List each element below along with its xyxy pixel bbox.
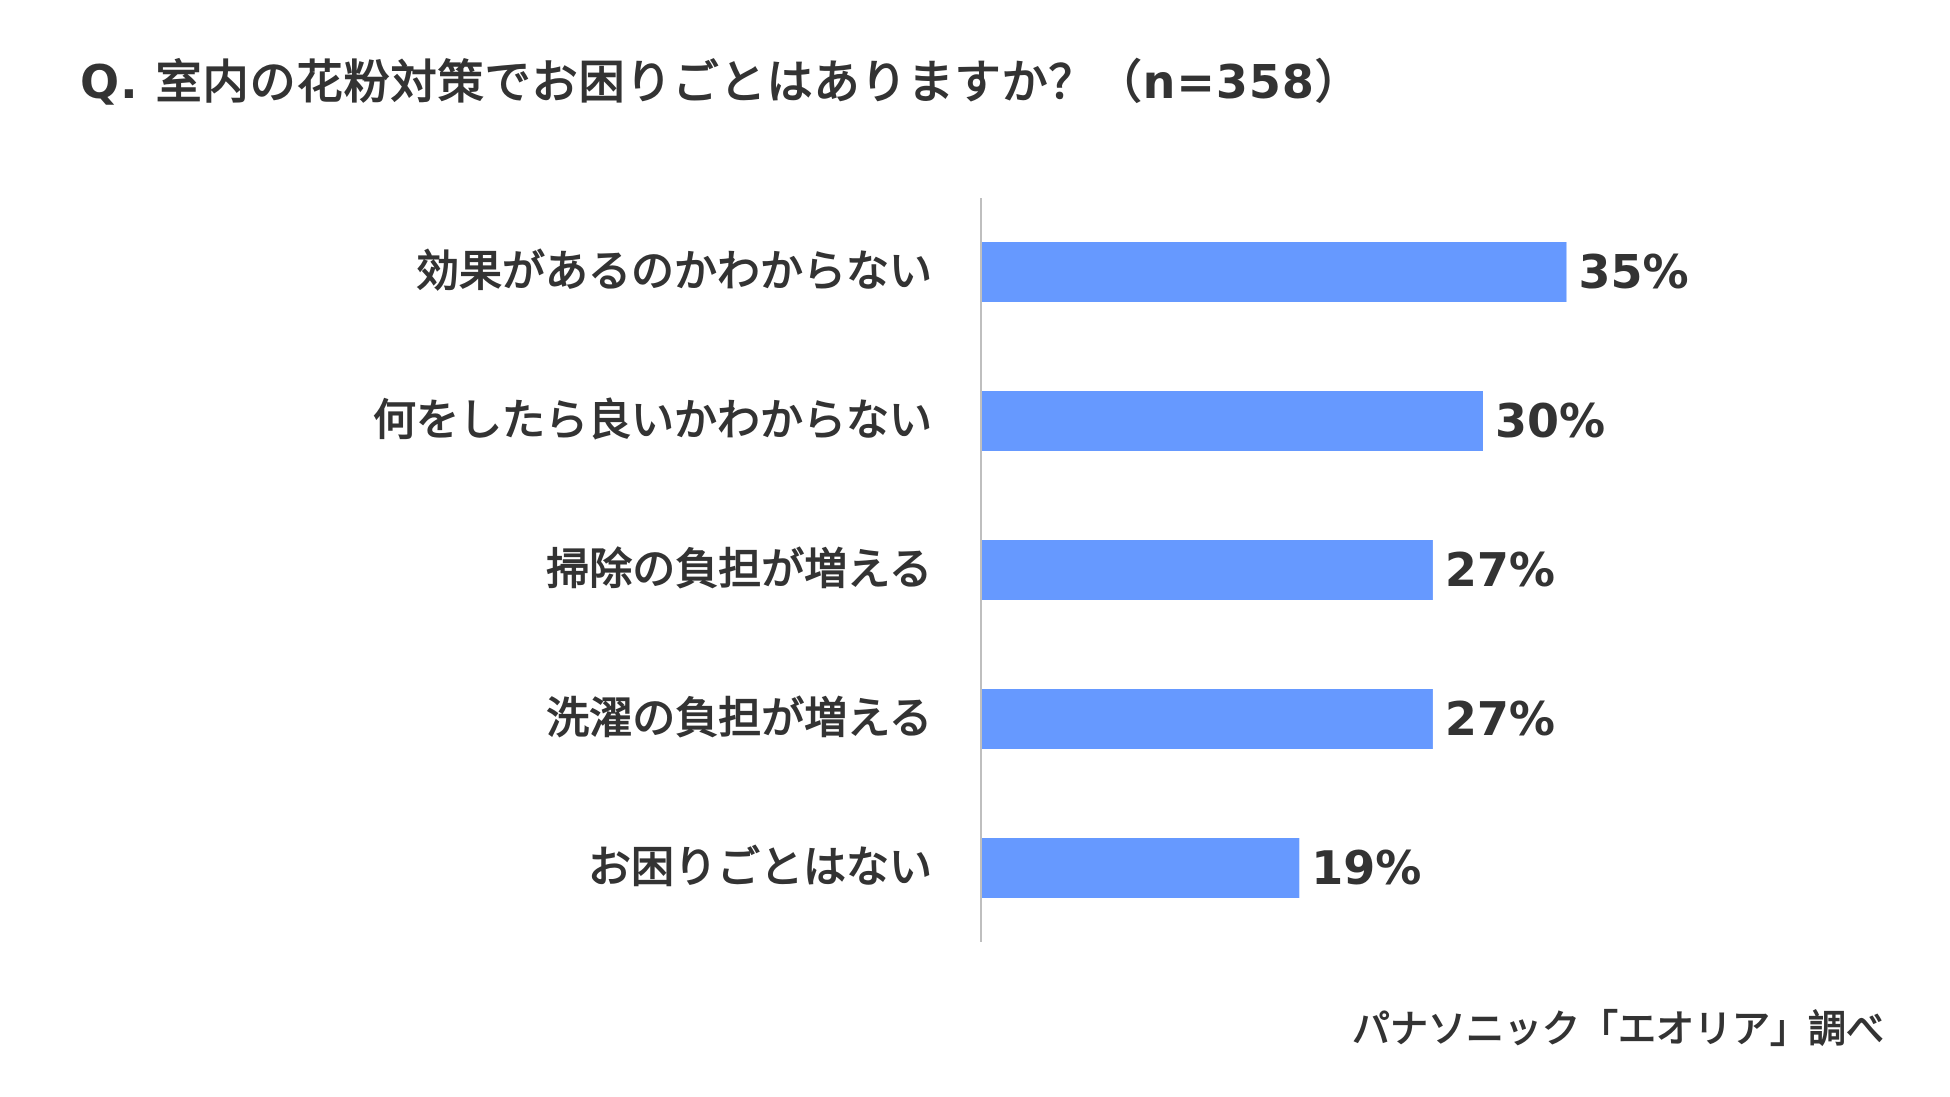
bar-4	[982, 689, 1433, 749]
bars-group	[982, 242, 1567, 898]
category-label-3: 掃除の負担が増える	[546, 545, 932, 595]
value-label-1: 35%	[1579, 245, 1689, 299]
value-label-4: 27%	[1445, 692, 1555, 746]
category-label-5: お困りごとはない	[588, 843, 932, 893]
bar-5	[982, 838, 1300, 898]
value-label-5: 19%	[1311, 841, 1421, 895]
value-label-3: 27%	[1445, 543, 1555, 597]
category-label-4: 洗濯の負担が増える	[546, 694, 932, 744]
category-label-1: 効果があるのかわからない	[416, 247, 932, 297]
chart-title: Q. 室内の花粉対策でお困りごとはありますか？（n=358）	[80, 55, 1362, 109]
bar-1	[982, 242, 1567, 302]
value-label-2: 30%	[1495, 394, 1605, 448]
bar-2	[982, 391, 1483, 451]
labels-group: 効果があるのかわからない 35% 何をしたら良いかわからない 30% 掃除の負担が増える…	[373, 245, 1689, 895]
source-note: パナソニック「エオリア」調べ	[1351, 1007, 1884, 1051]
category-label-2: 何をしたら良いかわからない	[373, 396, 932, 446]
bar-3	[982, 540, 1433, 600]
